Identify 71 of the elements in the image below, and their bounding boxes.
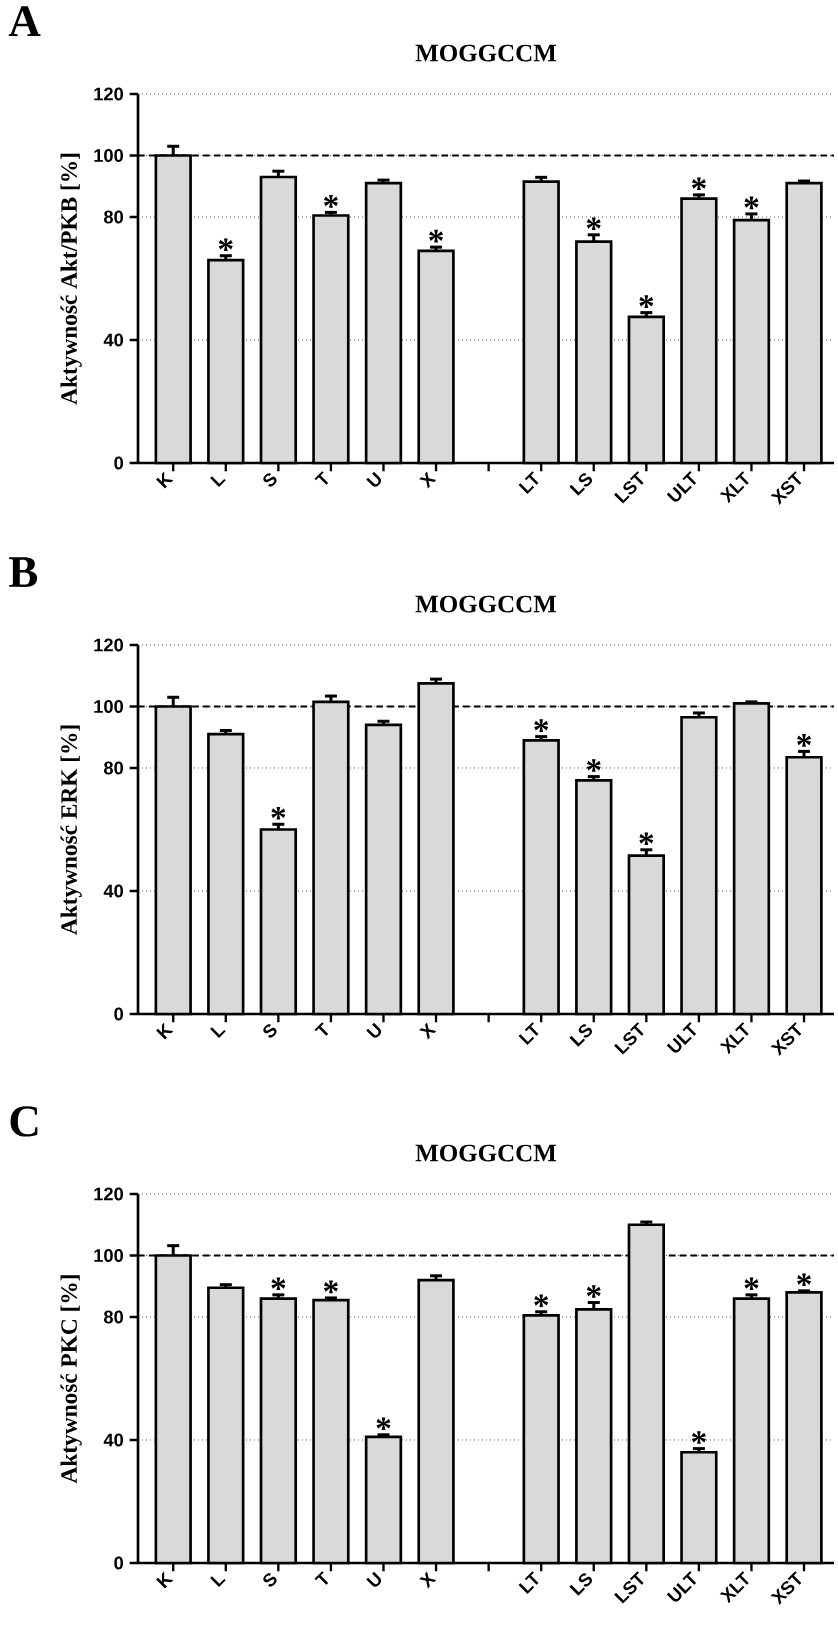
y-tick-label: 0 — [114, 1007, 124, 1021]
x-tick-label: K — [156, 1571, 174, 1589]
annotation: * — [323, 1280, 338, 1294]
x-tick-label: T — [314, 1022, 329, 1036]
x-tick-label: T — [314, 1571, 329, 1585]
annotation: * — [323, 195, 338, 208]
y-tick-label: 100 — [94, 149, 124, 162]
y-tick-label: 120 — [94, 638, 124, 652]
x-tick-label: U — [366, 471, 382, 487]
annotation: * — [639, 295, 654, 308]
text: C — [10, 1106, 38, 1137]
x-tick-label: L — [210, 1027, 226, 1038]
y-tick-label: 0 — [114, 456, 124, 470]
x-tick-label: X — [419, 1022, 437, 1040]
y-tick-label: 40 — [103, 1433, 124, 1447]
x-tick-label: LT — [518, 1022, 539, 1045]
x-tick-label: LT — [518, 471, 539, 494]
y-tick-label: 100 — [94, 700, 124, 713]
x-tick-label: X — [419, 471, 437, 489]
annotation: * — [691, 1431, 706, 1444]
text: B — [9, 557, 38, 587]
annotation: * — [744, 1277, 759, 1291]
annotation: * — [586, 217, 601, 231]
y-tick-label: 120 — [94, 87, 124, 101]
y-axis-title: Aktywność PKC [%] — [60, 1275, 82, 1484]
annotation: * — [218, 238, 233, 251]
y-tick-label: 40 — [103, 884, 124, 898]
y-tick-label: 80 — [103, 210, 124, 224]
x-tick-label: K — [156, 1022, 174, 1040]
x-tick-label: ULT — [666, 1022, 697, 1053]
annotation: * — [797, 1273, 811, 1287]
annotation: * — [586, 1285, 601, 1298]
x-tick-label: LS — [569, 1024, 593, 1047]
x-tick-label: X — [419, 1571, 437, 1589]
chart-title: MOGGCCM — [415, 1144, 557, 1162]
annotation: * — [586, 759, 601, 772]
text: A — [8, 6, 41, 37]
x-tick-label: T — [314, 471, 329, 485]
y-tick-label: 40 — [103, 333, 124, 347]
x-tick-label: LS — [569, 1573, 593, 1596]
x-tick-label: L — [210, 476, 226, 488]
x-tick-label: S — [263, 473, 277, 487]
y-axis-title: Aktywność Akt/PKB [%] — [60, 153, 82, 405]
x-tick-label: K — [156, 471, 174, 489]
chart-title: MOGGCCM — [415, 595, 557, 613]
annotation: * — [271, 1277, 286, 1291]
annotation: * — [534, 719, 549, 732]
x-tick-label: S — [263, 1024, 277, 1038]
x-tick-label: LT — [518, 1571, 539, 1594]
chart-title: MOGGCCM — [415, 44, 557, 62]
annotation: * — [744, 196, 759, 210]
annotation: * — [429, 229, 444, 243]
annotation: * — [797, 734, 811, 747]
annotation: * — [639, 832, 654, 846]
y-axis-title: Aktywność ERK [%] — [60, 725, 82, 935]
x-tick-label: U — [366, 1571, 382, 1587]
y-tick-label: 0 — [114, 1556, 124, 1570]
annotation: * — [534, 1294, 549, 1308]
annotation: * — [376, 1417, 391, 1431]
x-tick-label: S — [263, 1573, 277, 1587]
x-tick-label: ULT — [666, 471, 697, 502]
x-tick-label: LS — [569, 473, 593, 496]
x-tick-label: U — [366, 1022, 382, 1038]
y-tick-label: 80 — [103, 1310, 124, 1324]
y-tick-label: 100 — [94, 1249, 124, 1262]
y-tick-label: 120 — [94, 1187, 124, 1201]
x-tick-label: ULT — [666, 1571, 697, 1602]
y-tick-label: 80 — [103, 761, 124, 775]
annotation: * — [691, 177, 706, 191]
annotation: * — [271, 806, 286, 820]
x-tick-label: L — [210, 1576, 226, 1587]
